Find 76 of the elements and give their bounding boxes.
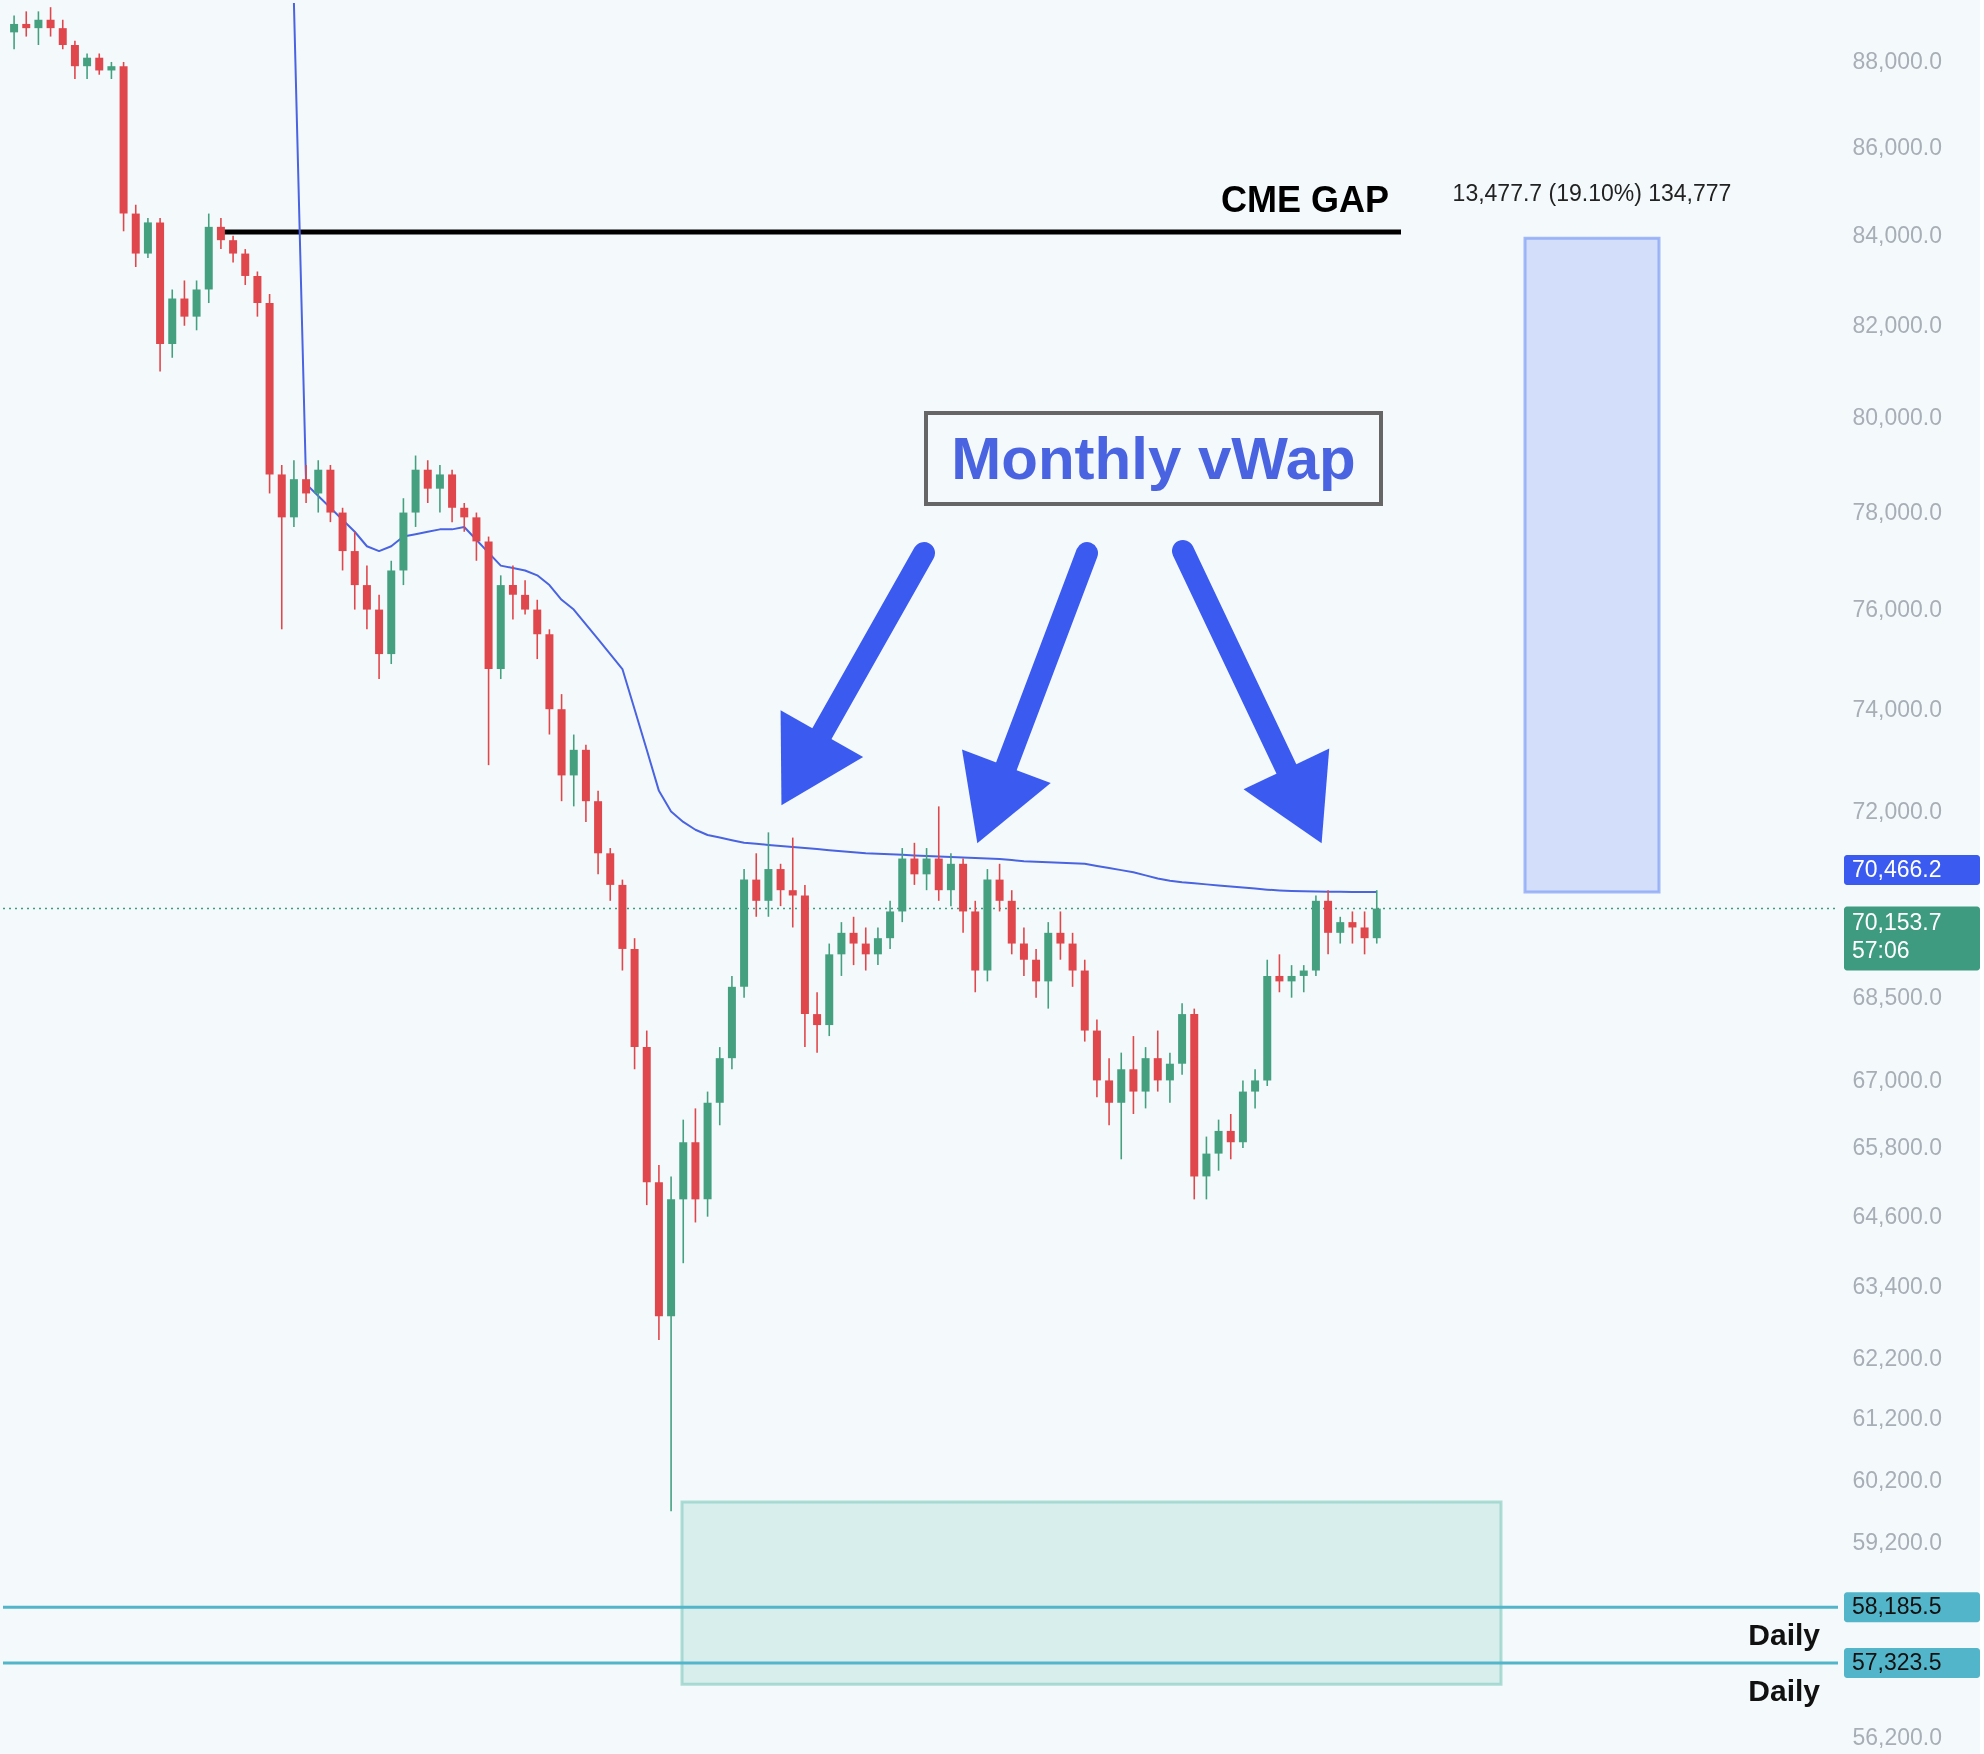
- candlestick: [508, 564, 517, 621]
- candlestick: [435, 464, 444, 514]
- candlestick: [1202, 1135, 1211, 1201]
- y-tick-label: 84,000.0: [1852, 222, 1943, 249]
- candlestick: [1165, 1051, 1174, 1104]
- text: 58,185.5: [1852, 1593, 1942, 1620]
- y-tick-label: 68,500.0: [1852, 984, 1943, 1011]
- y-tick-label: 59,200.0: [1852, 1529, 1943, 1556]
- candlestick: [423, 459, 432, 504]
- candlestick: [229, 234, 238, 264]
- band-label: 13,477.7 (19.10%) 134,777: [1452, 180, 1732, 207]
- candlestick: [70, 40, 79, 80]
- y-tick-label: 86,000.0: [1852, 134, 1943, 161]
- candlestick: [1056, 910, 1065, 961]
- candlestick: [1348, 910, 1357, 945]
- candlestick: [1153, 1029, 1162, 1093]
- candlestick: [34, 10, 43, 46]
- y-tick-label: 72,000.0: [1852, 798, 1943, 825]
- text: 70,153.7: [1852, 908, 1942, 935]
- y-tick-label: 63,400.0: [1852, 1273, 1943, 1300]
- y-tick-label: 74,000.0: [1852, 695, 1943, 722]
- candlestick: [788, 836, 797, 929]
- candlestick: [1275, 953, 1284, 994]
- candlestick: [873, 926, 882, 966]
- text: Monthly vWap: [951, 424, 1356, 492]
- candlestick: [849, 915, 858, 966]
- candlestick: [1360, 910, 1369, 956]
- y-tick-label: 76,000.0: [1852, 596, 1943, 623]
- candlestick: [1299, 964, 1308, 994]
- candlestick: [776, 863, 785, 907]
- y-tick-label: 56,200.0: [1852, 1723, 1943, 1750]
- candlestick: [1251, 1068, 1260, 1110]
- candlestick: [10, 14, 19, 51]
- candlestick: [314, 459, 323, 514]
- candlestick: [752, 852, 761, 918]
- ref-line-label: Daily: [1748, 1618, 1821, 1652]
- y-tick-label: 61,200.0: [1852, 1405, 1943, 1432]
- candlestick: [1287, 964, 1296, 999]
- y-tick-label: 78,000.0: [1852, 499, 1943, 526]
- y-tick-label: 80,000.0: [1852, 404, 1943, 431]
- candlestick: [922, 847, 931, 891]
- candlestick: [1336, 915, 1345, 945]
- y-tick-label: 67,000.0: [1852, 1066, 1943, 1093]
- candlestick: [241, 248, 250, 286]
- candlestick: [95, 52, 104, 76]
- candlestick: [1226, 1113, 1235, 1161]
- candlestick: [521, 579, 530, 616]
- candlestick: [1032, 948, 1041, 999]
- candlestick: [180, 279, 189, 327]
- y-tick-label: 65,800.0: [1852, 1134, 1943, 1161]
- candlestick: [46, 6, 55, 38]
- candlestick: [813, 991, 822, 1054]
- candlestick: [861, 926, 870, 972]
- text: 57:06: [1852, 936, 1910, 963]
- text: 57,323.5: [1852, 1649, 1942, 1676]
- y-tick-label: 60,200.0: [1852, 1466, 1943, 1493]
- candlestick: [995, 863, 1004, 913]
- candlestick: [302, 464, 311, 504]
- candlestick: [837, 921, 846, 977]
- y-tick-label: 82,000.0: [1852, 312, 1943, 339]
- y-tick-label: 88,000.0: [1852, 48, 1943, 75]
- y-tick-label: 62,200.0: [1852, 1344, 1943, 1371]
- candlestick: [216, 217, 225, 250]
- candlestick: [1214, 1118, 1223, 1172]
- candlestick: [83, 52, 92, 80]
- text: 70,466.2: [1852, 855, 1942, 882]
- y-tick-label: 64,600.0: [1852, 1203, 1943, 1230]
- ref-line-label: Daily: [1748, 1674, 1821, 1708]
- ref-line-label: CME GAP: [1220, 178, 1389, 220]
- candlestick: [58, 18, 67, 51]
- candlestick: [22, 10, 31, 38]
- candlestick: [460, 502, 469, 533]
- candlestick: [1105, 1057, 1114, 1127]
- candlestick: [1129, 1035, 1138, 1115]
- candlestick: [1019, 926, 1028, 977]
- candlestick: [910, 842, 919, 886]
